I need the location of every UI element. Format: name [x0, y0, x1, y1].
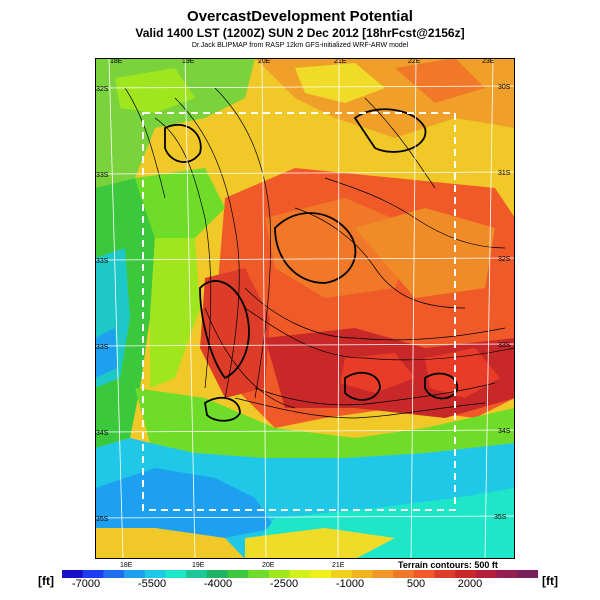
colorbar — [62, 570, 538, 578]
lon-label-top: 19E — [182, 58, 195, 65]
model-credit: Dr.Jack BLIPMAP from RASP 12km GFS-initi… — [191, 42, 409, 49]
colorbar-swatch — [124, 570, 146, 578]
colorbar-swatch — [475, 570, 498, 578]
colorbar-swatch — [165, 570, 187, 578]
colorbar-swatch — [82, 570, 104, 578]
colorbar-swatch — [496, 570, 518, 578]
lat-label-right: 32S — [498, 256, 511, 263]
colorbar-swatch — [310, 570, 332, 578]
colorbar-unit-left: [ft] — [38, 574, 54, 588]
inner-domain-box — [142, 112, 456, 511]
lon-label-top: 20E — [258, 58, 271, 65]
map-border — [95, 58, 515, 559]
lat-label-right: 30S — [498, 84, 511, 91]
colorbar-swatch — [434, 570, 456, 578]
lon-label-bottom: 19E — [192, 562, 205, 569]
lat-label-left: 33S — [96, 344, 109, 351]
lat-label-left: 35S — [96, 516, 109, 523]
lat-label-right: 35S — [494, 514, 507, 521]
colorbar-swatch — [289, 570, 311, 578]
terrain-contours — [124, 87, 515, 419]
colorbar-swatch — [268, 570, 291, 578]
lat-label-left: 34S — [96, 430, 109, 437]
colorbar-tick-label: -1000 — [335, 578, 365, 590]
colorbar-swatch — [62, 570, 84, 578]
colorbar-swatch — [206, 570, 229, 578]
colorbar-swatch — [413, 570, 436, 578]
major-terrain-contours — [164, 108, 459, 422]
colorbar-tick-label: 500 — [406, 578, 426, 590]
lat-label-right: 34S — [498, 428, 511, 435]
colorbar-unit-right: [ft] — [542, 574, 558, 588]
lon-label-bottom: 20E — [262, 562, 275, 569]
colorbar-tick-label: 2000 — [457, 578, 483, 590]
colorbar-swatch — [372, 570, 394, 578]
colorbar-swatch — [227, 570, 249, 578]
colorbar-swatch — [103, 570, 125, 578]
lon-label-bottom: 18E — [120, 562, 133, 569]
colorbar-tick-label: -4000 — [203, 578, 233, 590]
chart-title: OvercastDevelopment Potential — [187, 8, 413, 25]
colorbar-tick-label: -2500 — [269, 578, 299, 590]
lat-label-right: 31S — [498, 170, 511, 177]
lat-label-left: 33S — [96, 258, 109, 265]
colorbar-swatch — [393, 570, 415, 578]
colorbar-swatch — [186, 570, 208, 578]
colorbar-tick-label: -5500 — [137, 578, 167, 590]
forecast-map — [95, 58, 515, 559]
lon-label-top: 23E — [482, 58, 495, 65]
terrain-contour-note: Terrain contours: 500 ft — [398, 560, 498, 570]
lon-label-top: 18E — [110, 58, 123, 65]
colorbar-swatch — [455, 570, 477, 578]
colorbar-tick-label: -7000 — [71, 578, 101, 590]
colorbar-swatch — [517, 570, 538, 578]
colorbar-swatch — [351, 570, 373, 578]
lat-lon-grid — [95, 58, 515, 559]
lon-label-bottom: 21E — [332, 562, 345, 569]
colorbar-swatch — [248, 570, 270, 578]
lat-label-left: 33S — [96, 172, 109, 179]
lat-label-left: 32S — [96, 86, 109, 93]
lon-label-top: 21E — [334, 58, 347, 65]
valid-time-subtitle: Valid 1400 LST (1200Z) SUN 2 Dec 2012 [1… — [135, 26, 465, 40]
lat-label-right: 33S — [498, 342, 511, 349]
colorbar-swatch — [144, 570, 166, 578]
lon-label-top: 22E — [408, 58, 421, 65]
colorbar-swatch — [331, 570, 353, 578]
